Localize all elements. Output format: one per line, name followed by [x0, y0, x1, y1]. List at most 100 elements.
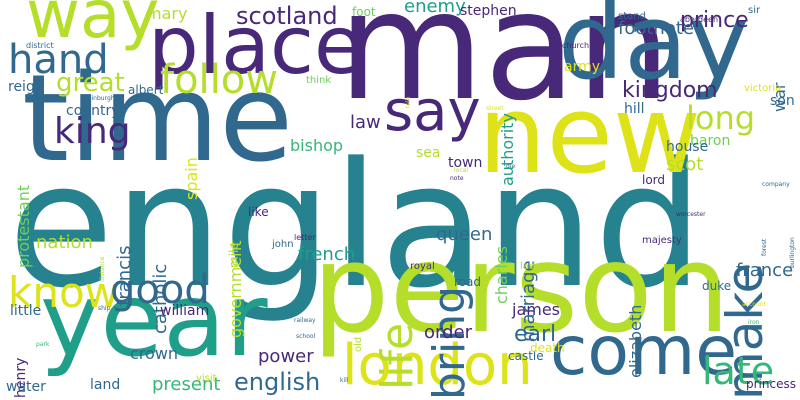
- word-mary: mary: [146, 4, 188, 23]
- word-earl: earl: [514, 322, 557, 347]
- word-tale: tale: [405, 96, 412, 108]
- word-present: present: [152, 374, 221, 395]
- word-know: know: [8, 268, 119, 317]
- word-late: late: [702, 349, 775, 393]
- word-railway: railway: [294, 317, 316, 324]
- word-bishop: bishop: [290, 136, 344, 155]
- word-crown: crown: [130, 344, 179, 363]
- word-james: james: [512, 300, 561, 319]
- word-year: year: [40, 261, 268, 380]
- word-stephen: stephen: [460, 3, 517, 19]
- word-road: road: [454, 275, 481, 289]
- word-francis: francis: [114, 245, 135, 306]
- word-come: come: [550, 312, 738, 391]
- word-lady: lady: [520, 261, 542, 272]
- word-son: son: [770, 93, 795, 109]
- word-queen: queen: [436, 224, 493, 245]
- word-district: district: [26, 41, 54, 50]
- word-english: english: [234, 368, 321, 396]
- word-hill: hill: [624, 101, 645, 117]
- word-forest: forest: [761, 238, 768, 256]
- word-john: john: [272, 239, 294, 250]
- word-street: street: [486, 105, 504, 112]
- word-kill: kill: [340, 377, 349, 384]
- word-house: house: [666, 139, 709, 155]
- word-army: army: [564, 59, 601, 75]
- word-order: order: [424, 322, 472, 343]
- word-london: london: [342, 333, 533, 398]
- word-man: man: [338, 0, 672, 134]
- word-old: old: [353, 336, 364, 352]
- word-water: water: [6, 379, 46, 395]
- word-sea: sea: [416, 145, 441, 161]
- word-charles: charles: [492, 246, 511, 304]
- word-visit: visit: [196, 373, 217, 384]
- word-long: long: [686, 99, 756, 137]
- word-lord: lord: [642, 173, 666, 187]
- word-law: law: [350, 112, 381, 133]
- word-kingdom: kingdom: [622, 78, 718, 103]
- word-church: church: [562, 41, 590, 50]
- word-royal: royal: [410, 261, 435, 272]
- word-account: account: [742, 301, 766, 308]
- word-note: note: [450, 175, 464, 182]
- word-william: william: [160, 303, 210, 319]
- word-place: place: [148, 0, 364, 92]
- word-princess: princess: [746, 377, 796, 391]
- word-french: french: [298, 244, 356, 265]
- word-land: land: [90, 377, 121, 393]
- word-duke: duke: [702, 279, 732, 293]
- word-reign: reign: [8, 79, 44, 95]
- word-burlington: burlington: [789, 237, 796, 268]
- word-edinburgh: edinburgh: [84, 95, 115, 102]
- word-sir: sir: [748, 5, 761, 16]
- word-company: company: [762, 181, 790, 188]
- word-nation: nation: [36, 232, 93, 253]
- word-aberdeen: aberdeen: [680, 15, 719, 24]
- word-hand: hand: [8, 37, 109, 83]
- word-victoria: victoria: [744, 83, 782, 94]
- word-letter: letter: [294, 233, 316, 242]
- word-stand: stand: [618, 11, 646, 22]
- word-town: town: [448, 155, 483, 171]
- word-day: day: [558, 0, 750, 103]
- word-person: person: [312, 218, 731, 360]
- word-follow: follow: [160, 57, 278, 103]
- word-die: die: [506, 163, 516, 170]
- word-ship: ship: [98, 305, 111, 312]
- word-little: little: [10, 303, 42, 319]
- word-time: time: [22, 50, 294, 189]
- word-albert: albert: [128, 83, 164, 97]
- word-england: england: [8, 125, 704, 326]
- word-power: power: [258, 346, 314, 367]
- word-worcester: worcester: [676, 211, 706, 218]
- word-local: local: [454, 167, 468, 174]
- word-new: new: [478, 73, 702, 198]
- word-baron: baron: [690, 133, 731, 149]
- word-distance: distance: [99, 256, 106, 282]
- word-way: way: [26, 0, 160, 53]
- word-think: think: [306, 75, 332, 86]
- word-catholic: catholic: [150, 263, 171, 334]
- word-school: school: [296, 333, 316, 340]
- word-scotland: scotland: [236, 2, 338, 30]
- word-foot: foot: [352, 5, 376, 19]
- word-life: life: [372, 322, 423, 390]
- word-say: say: [384, 79, 481, 144]
- word-spain: spain: [182, 157, 201, 200]
- word-castle: castle: [508, 349, 544, 363]
- word-scot: scot: [666, 154, 704, 175]
- word-enemy: enemy: [404, 0, 466, 17]
- word-majesty: majesty: [642, 235, 682, 246]
- word-great: great: [56, 68, 125, 98]
- word-prince: prince: [680, 8, 749, 33]
- word-country: country: [66, 103, 120, 119]
- word-death: death: [530, 341, 565, 355]
- word-authority: authority: [498, 113, 517, 186]
- word-park: park: [36, 341, 50, 348]
- word-iron: iron: [748, 319, 760, 326]
- word-protestant: protestant: [14, 184, 33, 268]
- word-france: france: [736, 260, 794, 281]
- word-good: good: [110, 267, 210, 313]
